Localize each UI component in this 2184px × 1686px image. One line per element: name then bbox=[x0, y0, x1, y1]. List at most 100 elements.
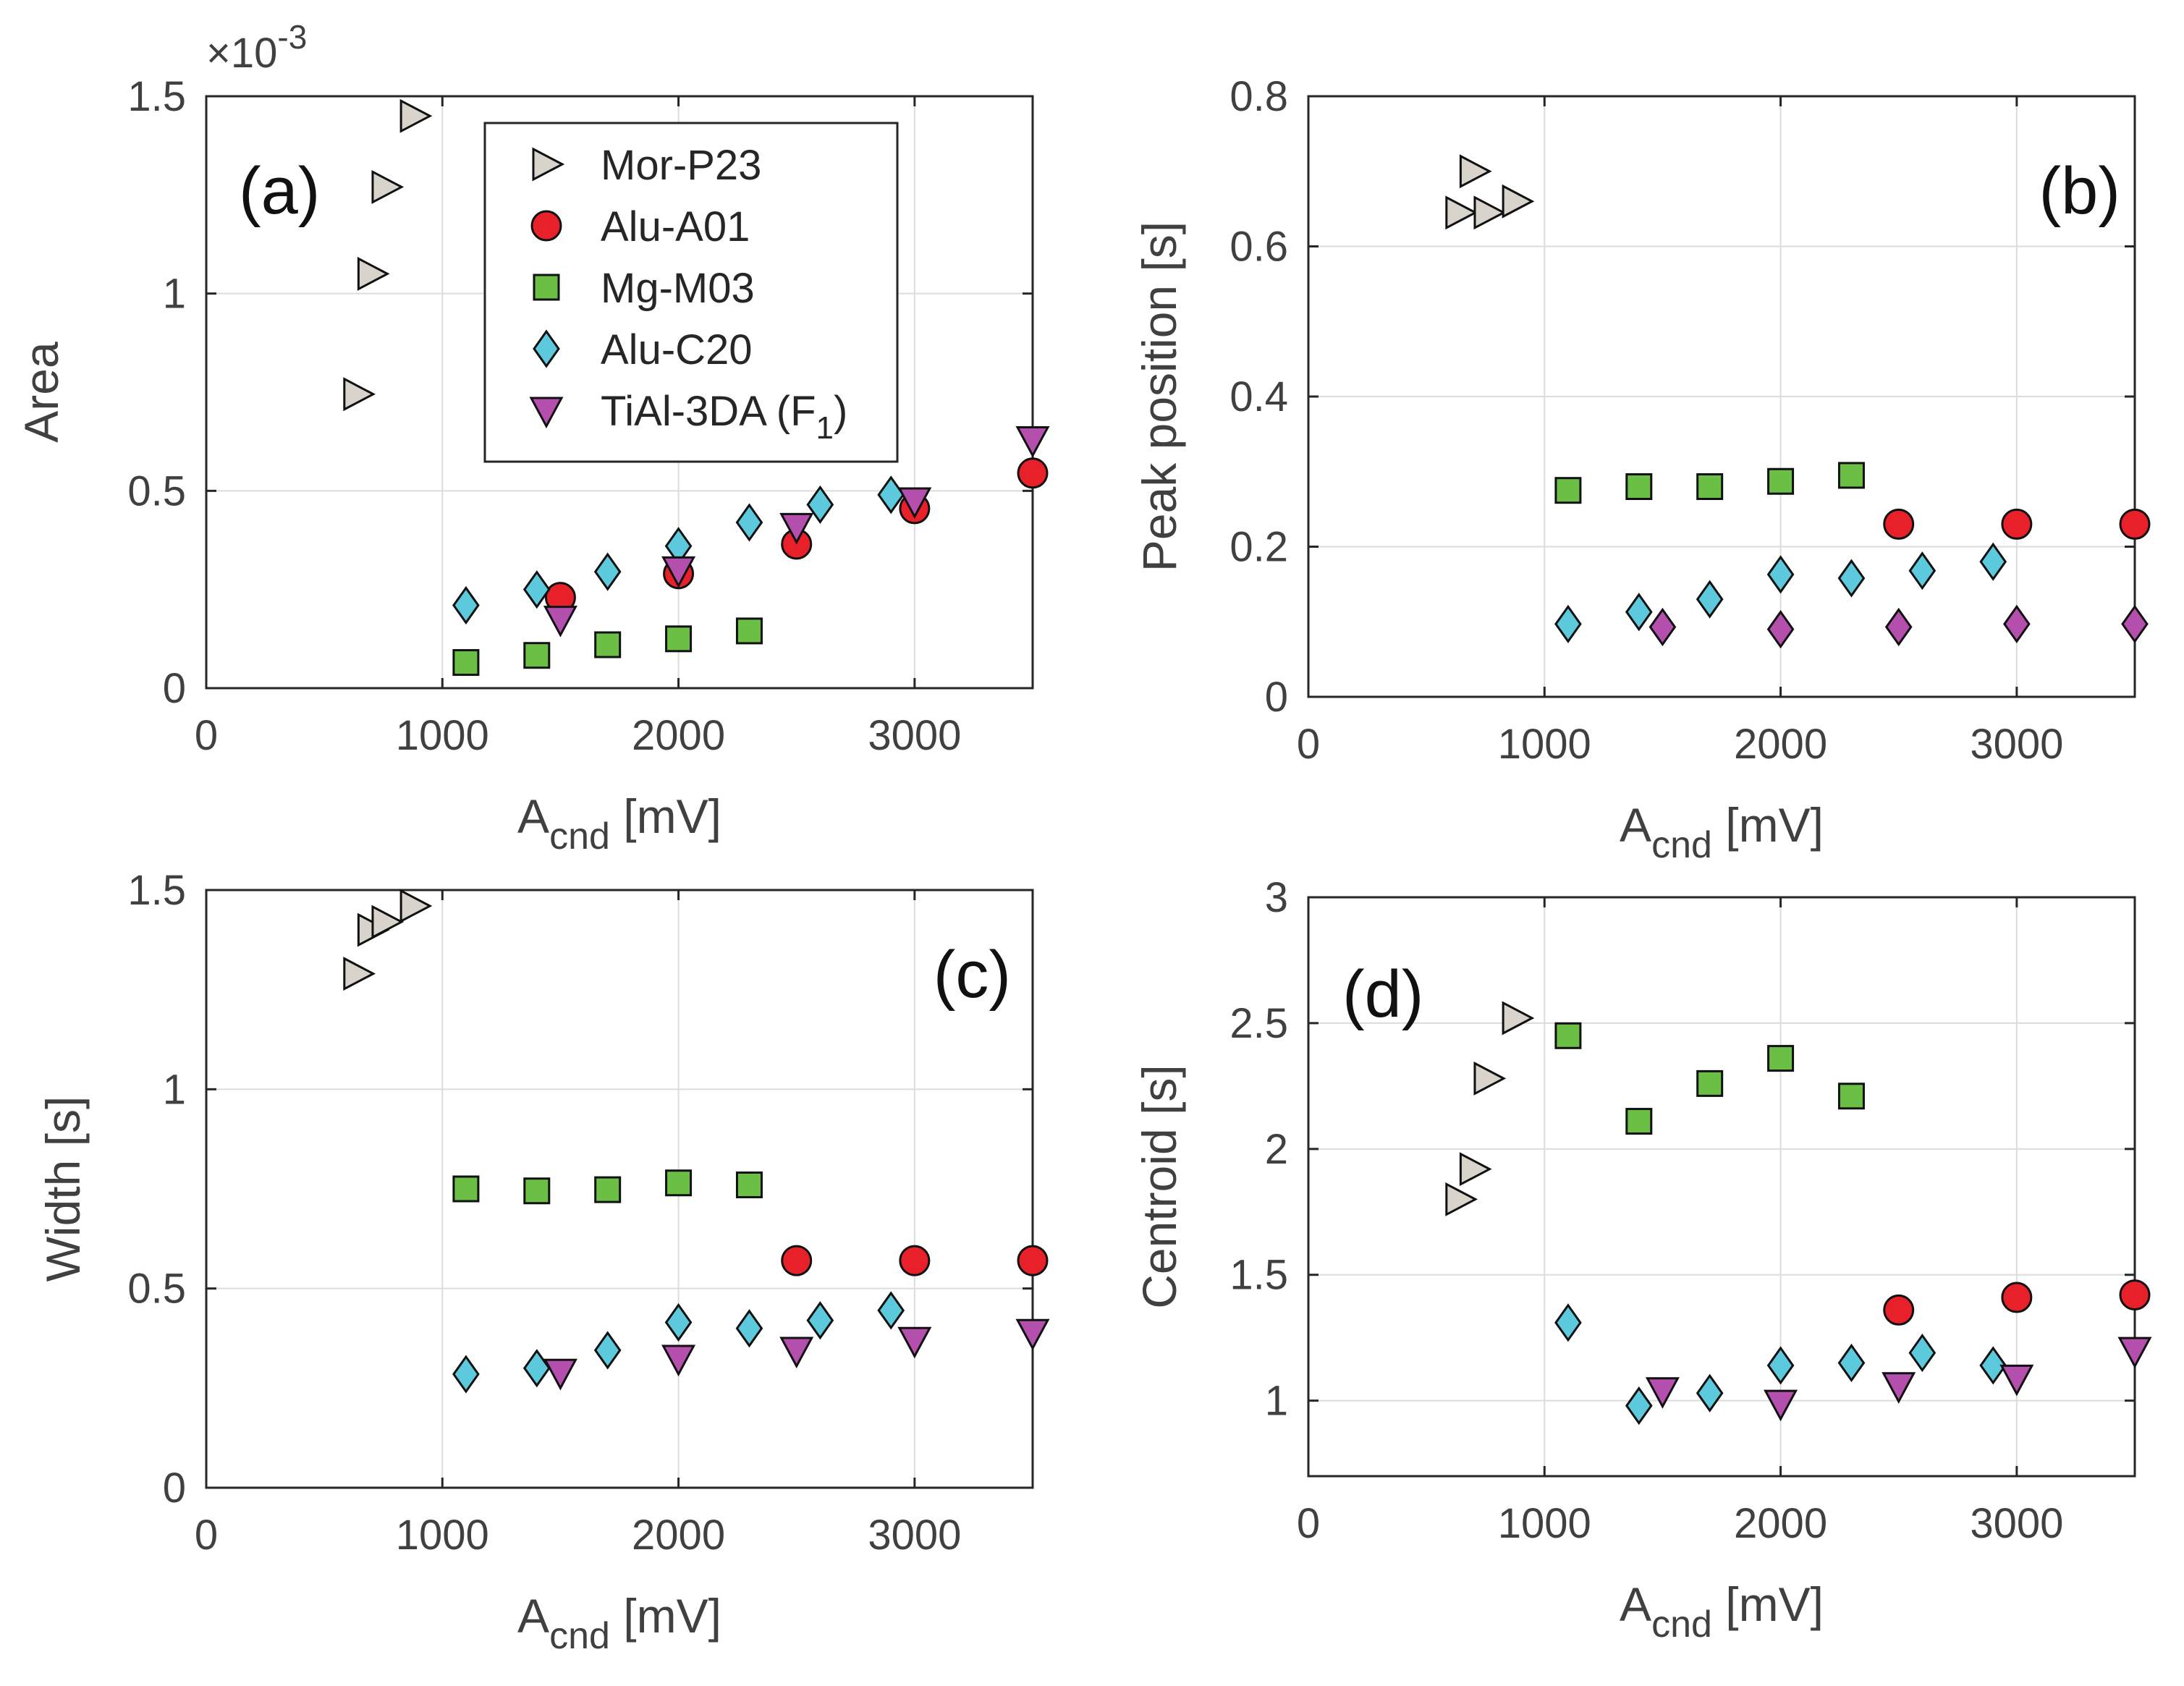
data-point bbox=[1473, 195, 1507, 230]
x-tick-label: 0 bbox=[195, 712, 218, 759]
data-point bbox=[452, 585, 480, 625]
y-tick-label: 0.6 bbox=[1229, 224, 1288, 271]
x-tick-label: 2000 bbox=[632, 1512, 725, 1559]
x-tick-label: 2000 bbox=[632, 712, 725, 759]
data-point bbox=[1883, 508, 1915, 540]
data-point bbox=[543, 1358, 577, 1391]
data-point bbox=[1459, 154, 1492, 189]
series-mor-p23 bbox=[1445, 154, 1535, 230]
data-point bbox=[1882, 1372, 1916, 1404]
data-point bbox=[661, 556, 696, 588]
data-point bbox=[1767, 467, 1795, 495]
data-point bbox=[522, 1349, 551, 1388]
y-tick-label: 0.8 bbox=[1229, 73, 1288, 120]
y-tick-label: 2 bbox=[1265, 1126, 1288, 1173]
x-tick-label: 0 bbox=[1297, 1500, 1320, 1547]
data-point bbox=[1837, 462, 1865, 489]
data-point bbox=[593, 1331, 622, 1370]
data-point bbox=[452, 649, 480, 677]
data-point bbox=[1625, 473, 1653, 500]
panel-tag: (d) bbox=[1342, 957, 1423, 1031]
data-point bbox=[523, 1177, 551, 1205]
series-tial-3da-f1 bbox=[543, 425, 1050, 637]
data-point bbox=[1696, 473, 1724, 500]
x-axis-label: Acnd [mV] bbox=[517, 1589, 721, 1657]
data-point bbox=[452, 1175, 480, 1203]
x-tick-label: 0 bbox=[195, 1512, 218, 1559]
y-tick-label: 0.4 bbox=[1229, 373, 1288, 420]
y-tick-label: 1.5 bbox=[127, 73, 186, 120]
data-point bbox=[1017, 457, 1049, 489]
data-point bbox=[594, 1176, 622, 1203]
data-point bbox=[1999, 1364, 2034, 1397]
data-point bbox=[806, 485, 834, 525]
legend-label: TiAl-3DA (F1) bbox=[601, 388, 847, 446]
data-point bbox=[735, 617, 763, 645]
data-point bbox=[781, 1245, 813, 1276]
legend-marker bbox=[529, 397, 564, 429]
series-alu-a01 bbox=[1883, 508, 2151, 540]
legend-marker bbox=[532, 147, 565, 182]
data-point bbox=[1554, 604, 1582, 643]
data-point bbox=[899, 1245, 931, 1276]
legend: Mor-P23 Alu-A01 Mg-M03 Alu-C20 TiAl-3DA (F1) bbox=[483, 122, 899, 463]
data-point bbox=[1015, 1318, 1050, 1351]
y-tick-label: 0.2 bbox=[1229, 524, 1288, 571]
data-point bbox=[1908, 551, 1937, 590]
panel-a: 0 1000 2000 3000 0 0.5 1 1.5 Acnd [mV] Area ×10-3 (… bbox=[14, 18, 1050, 857]
x-tick-label: 2000 bbox=[1734, 721, 1827, 768]
legend-marker bbox=[533, 274, 560, 301]
legend-item-alu-c20: Alu-C20 bbox=[533, 326, 753, 373]
series-alu-a01 bbox=[544, 457, 1049, 614]
x-tick-label: 1000 bbox=[1498, 721, 1591, 768]
axes-box bbox=[1307, 95, 2136, 698]
series-mor-p23 bbox=[343, 98, 433, 412]
series-alu-c20 bbox=[1554, 1303, 2007, 1426]
data-point bbox=[1554, 477, 1582, 504]
axes-box bbox=[205, 889, 1034, 1489]
data-point bbox=[1473, 1061, 1507, 1096]
axes-box bbox=[205, 95, 1034, 690]
data-point bbox=[1554, 1022, 1582, 1049]
panel-tag: (a) bbox=[239, 154, 320, 228]
legend-marker bbox=[533, 329, 560, 368]
data-point bbox=[1502, 184, 1535, 219]
data-point bbox=[1883, 1294, 1915, 1326]
panel-b: 0 1000 2000 3000 0 0.2 0.4 0.6 0.8 Acnd [mV] Peak … bbox=[1133, 73, 2151, 866]
data-point bbox=[2117, 1336, 2152, 1369]
data-point bbox=[1502, 1001, 1535, 1035]
data-point bbox=[343, 377, 376, 412]
data-point bbox=[665, 1169, 693, 1197]
legend-label: Mor-P23 bbox=[601, 142, 761, 189]
data-point bbox=[1445, 1182, 1478, 1216]
y-tick-label: 1.5 bbox=[127, 867, 186, 914]
data-point bbox=[779, 1336, 814, 1369]
y-tick-label: 0 bbox=[1265, 674, 1288, 721]
x-axis-label: Acnd [mV] bbox=[517, 789, 721, 857]
data-point bbox=[357, 256, 390, 291]
data-point bbox=[1979, 1346, 2007, 1385]
y-tick-label: 0.5 bbox=[127, 1266, 186, 1313]
data-point bbox=[2001, 1282, 2033, 1313]
data-point bbox=[1648, 607, 1677, 647]
data-point bbox=[897, 487, 932, 520]
data-point bbox=[543, 606, 577, 637]
x-tick-label: 1000 bbox=[396, 1512, 489, 1559]
x-tick-label: 2000 bbox=[1734, 1500, 1827, 1547]
y-tick-label: 3 bbox=[1265, 874, 1288, 921]
series-mor-p23 bbox=[343, 889, 433, 991]
y-tick-label: 1.5 bbox=[1229, 1252, 1288, 1299]
legend-item-alu-a01: Alu-A01 bbox=[530, 203, 750, 250]
y-axis-label: Centroid [s] bbox=[1133, 1064, 1186, 1308]
data-point bbox=[399, 98, 433, 133]
y-axis-label: Area bbox=[14, 342, 68, 443]
legend-item-mg-m03: Mg-M03 bbox=[533, 265, 755, 312]
y-tick-label: 1 bbox=[163, 271, 186, 318]
data-point bbox=[2001, 508, 2033, 540]
legend-marker bbox=[530, 210, 562, 242]
series-mg-m03 bbox=[452, 1169, 763, 1205]
y-tick-label: 0 bbox=[163, 665, 186, 712]
data-point bbox=[2003, 604, 2031, 643]
data-point bbox=[523, 642, 551, 669]
